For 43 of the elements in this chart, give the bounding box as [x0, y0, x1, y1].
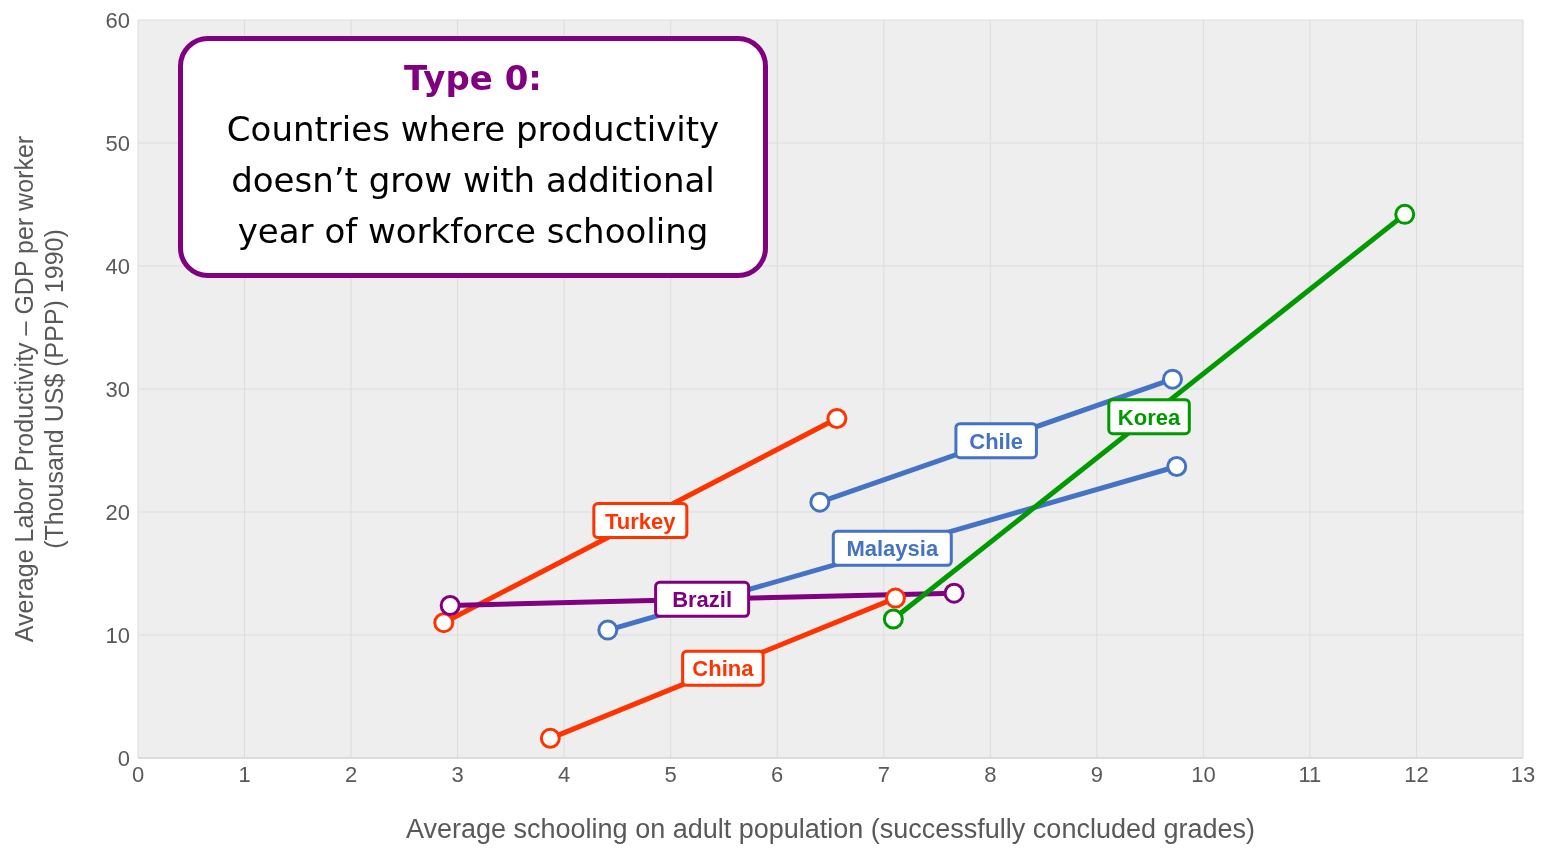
point: [1166, 455, 1188, 477]
x-tick-label: 5: [664, 761, 677, 787]
y-tick-label: 10: [105, 622, 130, 648]
series-label: Malaysia: [846, 536, 939, 562]
x-tick-label: 8: [984, 761, 997, 787]
annotation: Countries where productivity doesn’t grow with additional year of workforce schooling: [225, 108, 721, 253]
series-label: Chile: [969, 428, 1024, 454]
point: [439, 594, 461, 616]
x-tick-label: 1: [238, 761, 251, 787]
point: [943, 582, 965, 604]
x-tick-label: 10: [1191, 761, 1216, 787]
point: [597, 619, 619, 641]
series-label: Brazil: [672, 587, 733, 613]
point: [1161, 368, 1183, 390]
x-tick-label: 6: [771, 761, 784, 787]
point: [809, 491, 831, 513]
series-label: Turkey: [605, 508, 677, 534]
x-tick-label: 13: [1510, 761, 1536, 787]
x-tick-label: 4: [558, 761, 571, 787]
callout-box: Type 0: Countries where productivity doesn’t grow with additional year of workforce schooling: [178, 36, 768, 278]
x-tick-label: 2: [344, 761, 358, 787]
y-tick-label: 60: [105, 7, 130, 33]
annotation: Type 0:: [403, 57, 543, 100]
y-tick-label: 50: [105, 130, 130, 156]
point: [884, 587, 906, 609]
point: [433, 612, 455, 634]
series-label: Korea: [1117, 404, 1181, 430]
point: [539, 727, 561, 749]
y-tick-label: 40: [105, 253, 130, 279]
y-tick-label: 20: [105, 499, 130, 525]
point: [1394, 203, 1416, 225]
x-axis-title: Average schooling on adult population (successfully concluded grades): [405, 814, 1256, 844]
x-tick-label: 3: [451, 761, 464, 787]
y-tick-label: 0: [117, 745, 130, 771]
x-tick-label: 7: [877, 761, 890, 787]
x-tick-label: 11: [1298, 761, 1322, 787]
point: [882, 608, 904, 630]
series-label: China: [692, 656, 755, 682]
y-axis-title: Average Labor Productivity – GDP per worker (Thousand US$ (PPP) 1990): [10, 135, 68, 643]
point: [826, 408, 848, 430]
x-tick-label: 12: [1404, 761, 1429, 787]
y-tick-label: 30: [105, 376, 130, 402]
x-tick-label: 9: [1090, 761, 1103, 787]
